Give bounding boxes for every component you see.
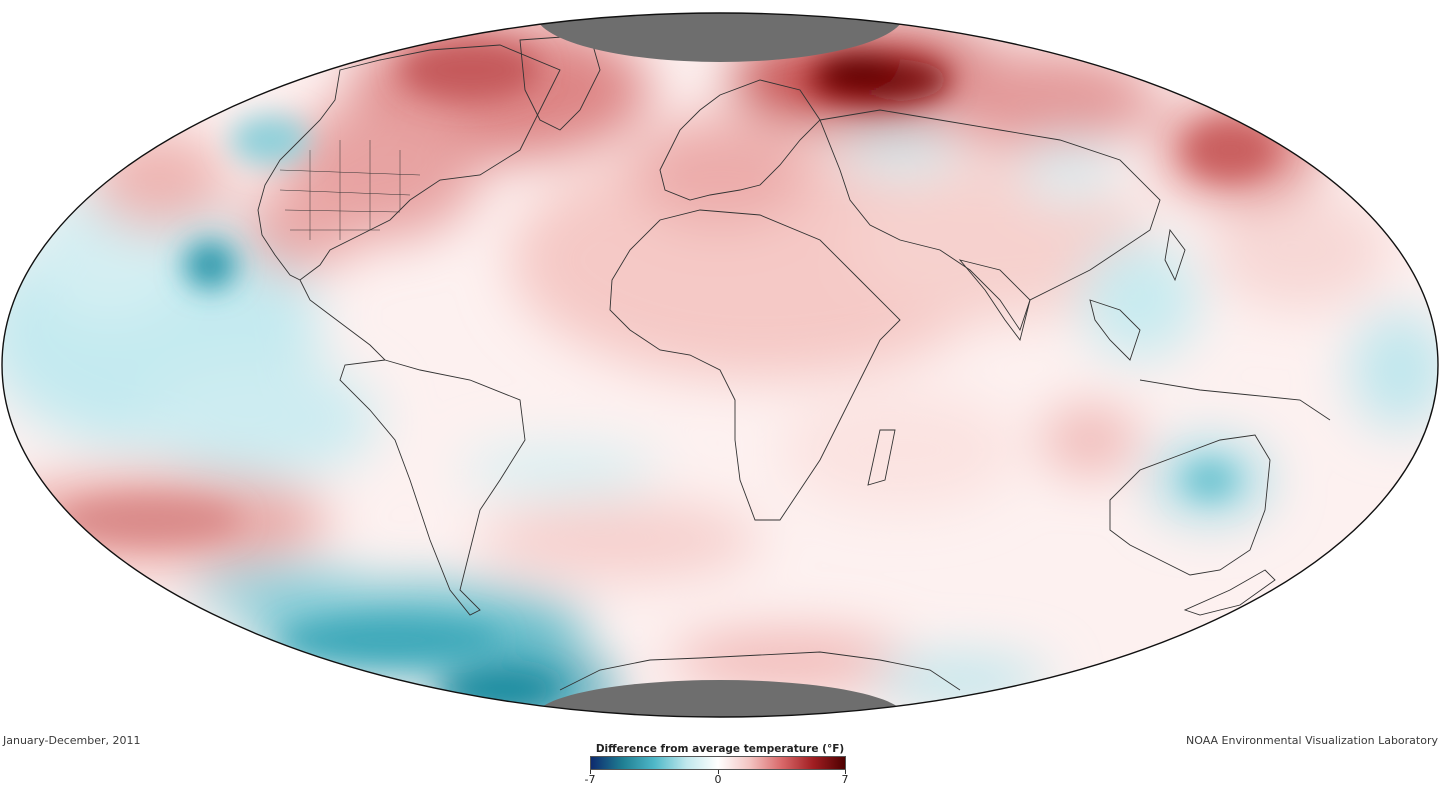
anomaly-field	[2, 13, 1438, 717]
africa-outline	[609, 209, 901, 521]
legend-tick-mid	[718, 770, 719, 774]
north-pole-no-data-cap	[535, 13, 905, 62]
north-america-outline	[257, 44, 561, 281]
date-range-caption: January-December, 2011	[3, 734, 141, 747]
map-outline	[1, 12, 1439, 718]
legend-mid-label: 0	[714, 773, 722, 786]
japan-outline	[1164, 228, 1186, 282]
india-outline	[958, 259, 1031, 342]
legend-min-label: -7	[584, 773, 596, 786]
central-america-outline	[299, 279, 386, 361]
credit-caption: NOAA Environmental Visualization Laborat…	[1186, 734, 1438, 747]
southeast-asia-outline	[1089, 299, 1331, 421]
anomaly-blobs-intense	[60, 40, 1275, 708]
legend-title: Difference from average temperature (°F)	[595, 743, 845, 755]
antarctica-outline	[559, 651, 961, 691]
color-legend: Difference from average temperature (°F)…	[560, 740, 880, 792]
coastlines	[257, 34, 1331, 691]
legend-tick-min	[590, 770, 591, 774]
south-america-outline	[339, 359, 526, 616]
europe-outline	[659, 79, 821, 201]
australia-outline	[1109, 434, 1271, 576]
world-temperature-anomaly-map	[1, 12, 1439, 718]
legend-color-bar	[590, 756, 846, 770]
asia-outline	[819, 109, 1161, 332]
new-zealand-outline	[1183, 569, 1276, 616]
madagascar-outline	[867, 429, 896, 486]
legend-max-label: 7	[841, 773, 849, 786]
south-pole-no-data-cap	[535, 680, 905, 717]
legend-tick-max	[845, 770, 846, 774]
us-state-lines	[279, 140, 421, 240]
